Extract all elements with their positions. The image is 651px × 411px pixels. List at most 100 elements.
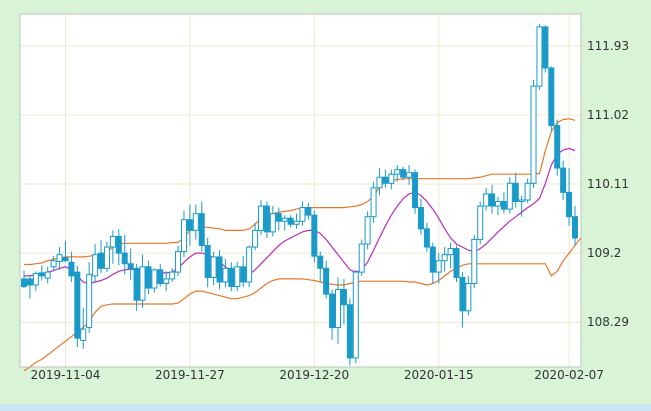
candle bbox=[566, 168, 573, 226]
candle bbox=[500, 192, 507, 214]
candle-body bbox=[139, 266, 146, 301]
candle bbox=[494, 196, 501, 216]
candle bbox=[281, 215, 288, 231]
candle-body bbox=[50, 260, 57, 268]
candle bbox=[376, 168, 383, 196]
candle bbox=[293, 213, 300, 229]
candle-body bbox=[151, 269, 158, 289]
candle bbox=[512, 172, 519, 208]
candle-body bbox=[441, 254, 448, 262]
candle-body bbox=[500, 201, 507, 210]
candle bbox=[311, 210, 318, 263]
candle bbox=[358, 239, 365, 276]
candle bbox=[530, 80, 537, 188]
candle bbox=[56, 247, 63, 270]
candle-body bbox=[269, 213, 276, 233]
candle bbox=[417, 198, 424, 235]
candle-body bbox=[281, 217, 288, 222]
candle-body bbox=[388, 173, 395, 184]
candle bbox=[453, 245, 460, 282]
candle-body bbox=[98, 252, 105, 269]
x-axis: 2019-11-04 2019-11-27 2019-12-20 2020-01-15… bbox=[31, 368, 604, 382]
candle-body bbox=[548, 67, 555, 127]
candle bbox=[169, 268, 176, 282]
candle-body bbox=[323, 267, 330, 295]
candle-body bbox=[435, 260, 442, 273]
x-tick-label: 2019-12-20 bbox=[279, 368, 349, 382]
candle-body bbox=[86, 273, 93, 329]
candle bbox=[121, 234, 128, 275]
candle bbox=[388, 169, 395, 190]
candle-body bbox=[483, 193, 490, 207]
candle bbox=[252, 222, 259, 251]
lower-band-line bbox=[23, 237, 582, 372]
candle bbox=[572, 206, 578, 246]
candle-body bbox=[109, 235, 116, 248]
candle-body bbox=[530, 85, 537, 184]
candle-body bbox=[566, 191, 573, 218]
candle bbox=[103, 241, 110, 273]
candle bbox=[186, 204, 193, 246]
candle-body bbox=[163, 278, 170, 284]
candle bbox=[151, 268, 158, 293]
candle-body bbox=[21, 278, 27, 288]
candle-body bbox=[287, 217, 294, 225]
candle bbox=[86, 262, 93, 333]
candle-body bbox=[127, 263, 134, 269]
candle-body bbox=[417, 207, 424, 230]
candle-body bbox=[115, 235, 122, 254]
candle bbox=[198, 201, 205, 252]
candle bbox=[92, 244, 99, 282]
candle bbox=[26, 275, 33, 299]
candle-body bbox=[471, 238, 478, 284]
candle bbox=[204, 237, 211, 288]
candle-body bbox=[447, 248, 454, 256]
candle-body bbox=[423, 228, 430, 248]
candle-body bbox=[335, 289, 342, 329]
candle bbox=[157, 263, 164, 287]
candle-body bbox=[329, 293, 336, 329]
candle-body bbox=[198, 213, 205, 247]
candle bbox=[382, 169, 389, 188]
x-tick-label: 2020-02-07 bbox=[534, 368, 604, 382]
y-tick-label: 108.29 bbox=[587, 315, 629, 329]
candle bbox=[180, 210, 187, 257]
y-tick-label: 109.2 bbox=[587, 246, 621, 260]
candle bbox=[441, 247, 448, 272]
candle bbox=[364, 211, 371, 250]
candle bbox=[246, 245, 253, 288]
candle bbox=[536, 23, 543, 90]
candle-body bbox=[317, 255, 324, 269]
candle bbox=[459, 272, 466, 328]
candle bbox=[234, 262, 241, 292]
candle bbox=[352, 269, 359, 364]
candle bbox=[524, 178, 531, 204]
candle-body bbox=[222, 267, 229, 283]
candle bbox=[109, 230, 116, 264]
candle-body bbox=[429, 246, 436, 273]
candle-body bbox=[74, 271, 81, 339]
candle bbox=[74, 266, 81, 348]
candle-body bbox=[506, 182, 513, 210]
candle-body bbox=[210, 256, 217, 278]
candle bbox=[477, 201, 484, 245]
candle bbox=[412, 169, 419, 214]
candle bbox=[370, 181, 377, 223]
candles bbox=[21, 23, 578, 366]
candle-body bbox=[358, 243, 365, 273]
candle-body bbox=[246, 246, 253, 283]
candle-body bbox=[572, 216, 578, 239]
candle bbox=[32, 271, 39, 292]
candle bbox=[317, 251, 324, 282]
x-tick-label: 2019-11-27 bbox=[155, 368, 225, 382]
candle bbox=[323, 260, 330, 299]
candle-body bbox=[293, 220, 300, 225]
candle bbox=[400, 166, 407, 181]
candle-body bbox=[44, 271, 51, 279]
plot-border bbox=[19, 13, 582, 368]
candle bbox=[554, 119, 561, 176]
candle bbox=[435, 253, 442, 284]
candle-body bbox=[412, 172, 419, 209]
candle bbox=[192, 204, 199, 240]
candle bbox=[263, 201, 270, 238]
